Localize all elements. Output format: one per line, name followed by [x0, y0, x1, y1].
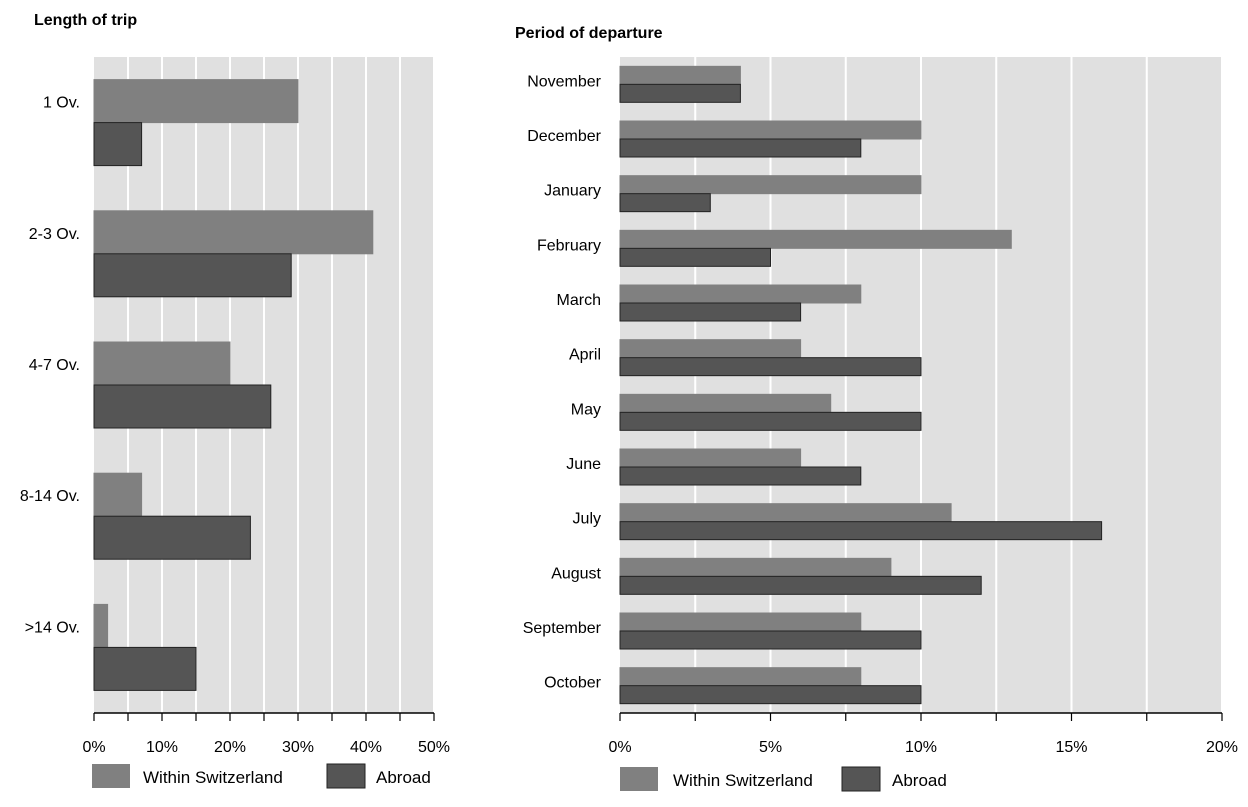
bar-abroad [93, 253, 292, 298]
bar-abroad [619, 247, 771, 267]
bar-abroad [619, 357, 922, 377]
x-tick-label: 30% [282, 739, 314, 756]
right-legend: Within Switzerland Abroad [620, 766, 947, 792]
bar-abroad [93, 515, 251, 560]
bar-within-switzerland [619, 448, 802, 468]
category-label: February [537, 237, 601, 254]
bar-abroad [619, 575, 982, 595]
x-tick-label: 15% [1055, 739, 1087, 756]
bar-within-switzerland [619, 65, 741, 85]
bar-within-switzerland [619, 667, 862, 687]
length-of-trip-chart: Length of trip 1 Ov. 2-3 Ov. 4-7 Ov. 8-14 O… [20, 12, 450, 789]
category-label: October [544, 675, 602, 692]
x-tick-label: 20% [1206, 739, 1238, 756]
bar-within-switzerland [619, 229, 1012, 249]
category-label: March [557, 292, 601, 309]
x-tick-label: 10% [146, 739, 178, 756]
bar-abroad [619, 193, 711, 213]
category-label: July [573, 511, 601, 528]
bar-within-switzerland [93, 472, 143, 517]
x-tick-label: 20% [214, 739, 246, 756]
left-chart-title: Length of trip [34, 12, 137, 29]
category-label: December [527, 128, 601, 145]
right-category-labels: November December January February March Apri… [523, 73, 602, 691]
bar-abroad [619, 83, 741, 103]
bar-within-switzerland [619, 557, 892, 577]
bar-abroad [619, 302, 802, 322]
legend-abroad-swatch [841, 766, 881, 792]
x-tick-label: 5% [759, 739, 782, 756]
legend-within-swatch [620, 767, 658, 791]
bar-within-switzerland [93, 79, 299, 124]
right-bars [619, 65, 1103, 705]
x-tick-label: 0% [608, 739, 631, 756]
legend-abroad-label: Abroad [892, 771, 947, 790]
bar-within-switzerland [619, 120, 922, 140]
bar-abroad [619, 685, 922, 705]
legend-within-label: Within Switzerland [143, 768, 283, 787]
bar-within-switzerland [619, 284, 862, 304]
bar-abroad [619, 466, 862, 486]
bar-within-switzerland [619, 612, 862, 632]
x-tick-label: 50% [418, 739, 450, 756]
category-label: 8-14 Ov. [20, 488, 80, 505]
category-label: September [523, 620, 602, 637]
left-bars [93, 79, 374, 691]
bar-abroad [93, 384, 272, 429]
bar-abroad [619, 138, 862, 158]
category-label: >14 Ov. [25, 619, 80, 636]
category-label: April [569, 347, 601, 364]
bar-within-switzerland [619, 393, 832, 413]
legend-within-label: Within Switzerland [673, 771, 813, 790]
left-x-axis: 0% 10% 20% 30% 40% 50% [82, 712, 450, 756]
category-label: January [544, 183, 601, 200]
right-x-axis: 0% 5% 10% 15% 20% [608, 712, 1238, 756]
category-label: 1 Ov. [43, 95, 80, 112]
x-tick-label: 0% [82, 739, 105, 756]
bar-within-switzerland [93, 210, 374, 255]
x-tick-label: 40% [350, 739, 382, 756]
left-category-labels: 1 Ov. 2-3 Ov. 4-7 Ov. 8-14 Ov. >14 Ov. [20, 95, 80, 637]
category-label: August [551, 565, 601, 582]
bar-abroad [619, 411, 922, 431]
legend-within-swatch [92, 764, 130, 788]
category-label: 2-3 Ov. [29, 226, 80, 243]
x-tick-label: 10% [905, 739, 937, 756]
legend-abroad-swatch [326, 763, 366, 789]
bar-abroad [619, 521, 1103, 541]
period-of-departure-chart: Period of departure November December Janu… [515, 25, 1238, 792]
right-gridlines [694, 57, 1223, 713]
right-chart-title: Period of departure [515, 25, 663, 42]
bar-within-switzerland [619, 175, 922, 195]
legend-abroad-label: Abroad [376, 768, 431, 787]
bar-abroad [619, 630, 922, 650]
bar-within-switzerland [619, 503, 952, 523]
bar-within-switzerland [619, 339, 802, 359]
category-label: 4-7 Ov. [29, 357, 80, 374]
category-label: May [571, 401, 601, 418]
bar-abroad [93, 646, 197, 691]
bar-abroad [93, 122, 143, 167]
category-label: June [566, 456, 601, 473]
category-label: November [527, 73, 601, 90]
left-legend: Within Switzerland Abroad [92, 763, 431, 789]
bar-within-switzerland [93, 341, 231, 386]
bar-within-switzerland [93, 603, 109, 648]
